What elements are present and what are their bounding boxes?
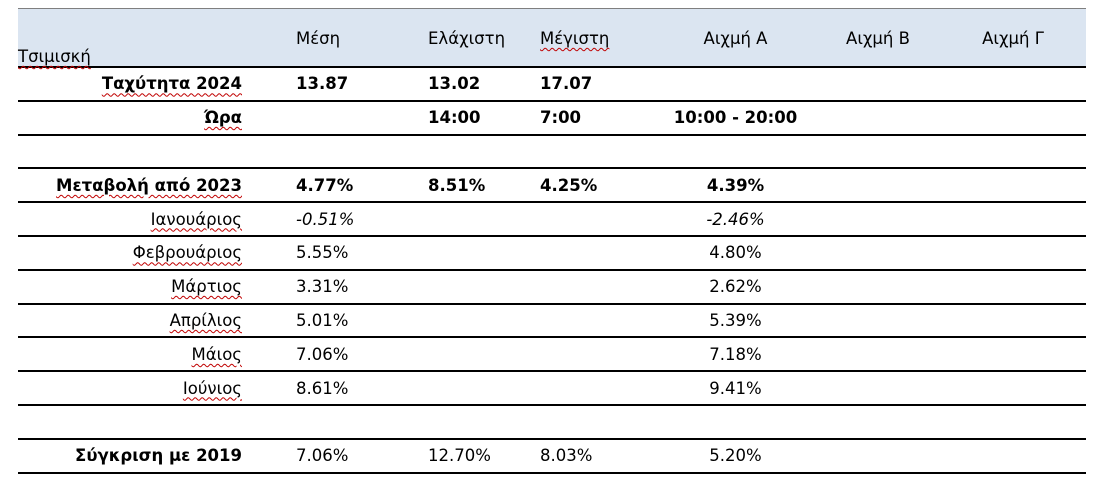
cell-mean[interactable]: 5.01% [296,310,349,330]
cell-mean[interactable]: 8.61% [296,378,349,398]
row-label[interactable]: Φεβρουάριος [132,243,242,263]
header-street-label[interactable]: Τσιμισκή [18,47,91,66]
header-mean[interactable]: Μέση [296,29,341,48]
row-label[interactable]: Ταχύτητα 2024 [101,74,242,94]
cell-mean[interactable]: 7.06% [296,344,349,364]
cell-mean[interactable]: 5.55% [296,243,349,263]
row-label[interactable]: Μεταβολή από 2023 [56,175,242,195]
table-row-month: Απρίλιος 5.01% 5.39% [18,305,1086,339]
cell-peak-a[interactable] [658,68,813,100]
table-row-month: Ιανουάριος -0.51% -2.46% [18,203,1086,237]
cell-max[interactable]: 17.07 [540,74,593,94]
cell-max[interactable]: 4.25% [540,175,598,195]
cell-mean[interactable] [270,102,406,134]
row-label[interactable]: Σύγκριση με 2019 [75,446,242,466]
table-row-month: Ιούνιος 8.61% 9.41% [18,372,1086,406]
cell-min[interactable]: 8.51% [428,175,486,195]
row-label[interactable]: Ιούνιος [182,378,242,398]
cell-mean[interactable]: 4.77% [296,175,354,195]
header-peak-c[interactable]: Αιχμή Γ [982,29,1044,48]
cell-peak-a[interactable]: 4.39% [706,175,765,195]
cell-mean[interactable]: 3.31% [296,277,349,297]
row-label[interactable]: Ιανουάριος [150,209,242,229]
cell-peak-a[interactable]: 5.20% [709,446,762,466]
cell-peak-a[interactable]: 7.18% [709,344,762,364]
table-row-compare: Σύγκριση με 2019 7.06% 12.70% 8.03% 5.20… [18,440,1086,474]
spreadsheet-table: Τσιμισκή Μέση Ελάχιστη Μέγιστη Αιχμή Α Α… [18,8,1086,474]
cell-peak-a[interactable]: 4.80% [709,243,762,263]
cell-mean[interactable]: -0.51% [296,209,355,229]
header-min[interactable]: Ελάχιστη [428,29,506,48]
cell-peak-a[interactable]: -2.46% [706,209,765,229]
cell-peak-a[interactable]: 10:00 - 20:00 [673,108,798,128]
cell-peak-a[interactable]: 5.39% [709,310,762,330]
table-row-time: Ώρα 14:00 7:00 10:00 - 20:00 [18,102,1086,136]
table-row-speed: Ταχύτητα 2024 13.87 13.02 17.07 [18,68,1086,102]
header-peak-b[interactable]: Αιχμή Β [846,29,910,48]
table-row-month: Μάιος 7.06% 7.18% [18,338,1086,373]
table-row-empty [18,136,1086,170]
table-row-empty [18,406,1086,440]
header-row: Τσιμισκή Μέση Ελάχιστη Μέγιστη Αιχμή Α Α… [18,8,1086,68]
cell-min[interactable]: 14:00 [428,108,481,128]
row-label[interactable]: Μάρτιος [171,277,242,297]
cell-min[interactable]: 12.70% [428,446,491,466]
header-max[interactable]: Μέγιστη [540,29,610,48]
cell-peak-a[interactable]: 9.41% [709,378,762,398]
row-label[interactable]: Μάιος [191,344,242,364]
table-row-month: Φεβρουάριος 5.55% 4.80% [18,237,1086,271]
row-label[interactable]: Ώρα [204,108,242,128]
row-label[interactable]: Απρίλιος [169,310,242,330]
cell-peak-a[interactable]: 2.62% [709,277,762,297]
header-peak-a[interactable]: Αιχμή Α [703,29,768,48]
table-row-month: Μάρτιος 3.31% 2.62% [18,271,1086,305]
cell-max[interactable]: 8.03% [540,446,593,466]
cell-min[interactable]: 13.02 [428,74,481,94]
cell-mean[interactable]: 7.06% [296,446,349,466]
cell-max[interactable]: 7:00 [540,108,582,128]
table-row-change: Μεταβολή από 2023 4.77% 8.51% 4.25% 4.39… [18,169,1086,204]
cell-mean[interactable]: 13.87 [296,74,349,94]
